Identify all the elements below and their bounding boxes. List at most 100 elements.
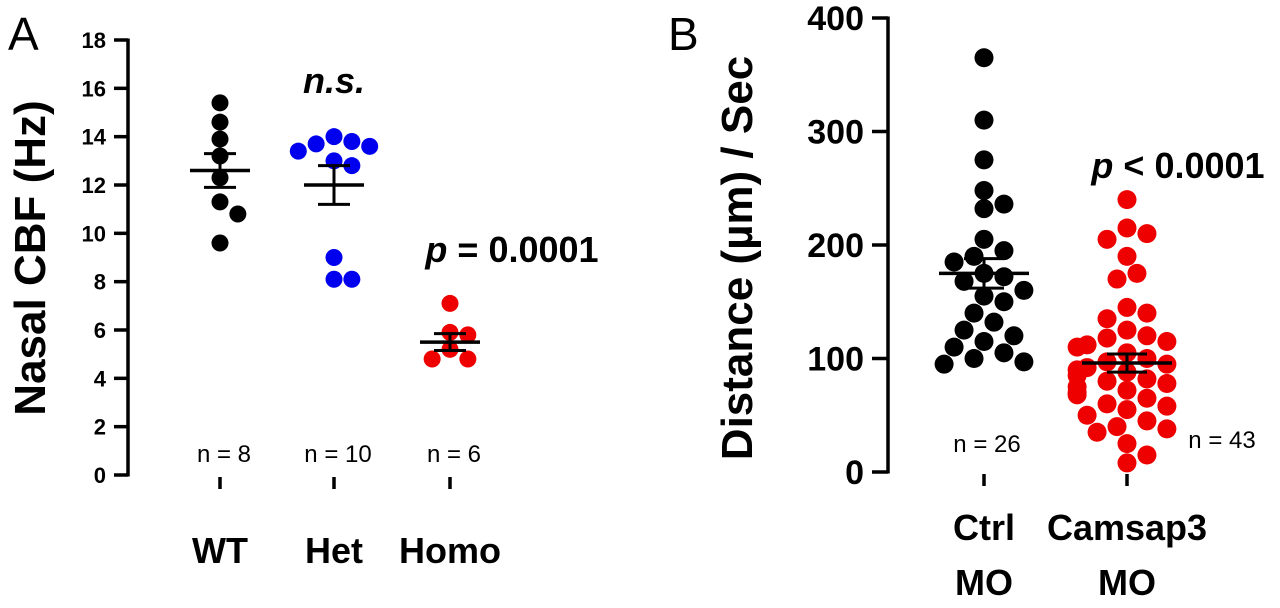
- data-point: [994, 292, 1014, 312]
- data-point: [1014, 352, 1034, 372]
- data-point: [944, 337, 964, 357]
- group-ctrl-mo: [934, 48, 1034, 374]
- data-point: [1087, 422, 1107, 442]
- data-point: [1157, 331, 1177, 351]
- data-point: [974, 331, 994, 351]
- y-tick-label: 2: [94, 415, 106, 440]
- data-point: [211, 234, 229, 252]
- data-point: [343, 270, 361, 288]
- data-point: [1117, 453, 1137, 473]
- data-point: [934, 354, 954, 374]
- data-point: [1117, 246, 1137, 266]
- x-category-label: Ctrl: [953, 507, 1015, 548]
- data-point: [1117, 297, 1137, 317]
- data-point: [1014, 280, 1034, 300]
- y-tick-label: 10: [82, 221, 106, 246]
- x-category-label: Homo: [399, 530, 501, 571]
- y-tick-label: 100: [807, 341, 864, 379]
- data-point: [361, 137, 379, 155]
- data-point: [1107, 269, 1127, 289]
- y-tick-label: 14: [82, 125, 107, 150]
- data-point: [974, 181, 994, 201]
- y-tick-label: 300: [807, 114, 864, 152]
- data-point: [1097, 328, 1117, 348]
- data-point: [1097, 229, 1117, 249]
- data-point: [1097, 394, 1117, 414]
- data-point: [211, 94, 229, 112]
- data-point: [325, 270, 343, 288]
- data-point: [1137, 388, 1157, 408]
- data-point: [229, 205, 247, 223]
- data-point: [964, 246, 984, 266]
- n-label: n = 6: [427, 441, 481, 468]
- n-label: n = 10: [304, 441, 371, 468]
- data-point: [289, 142, 307, 160]
- data-point: [1117, 190, 1137, 210]
- group-wt: [190, 94, 250, 252]
- n-label: n = 43: [1188, 427, 1255, 454]
- data-point: [954, 320, 974, 340]
- data-point: [459, 350, 477, 368]
- n-label: n = 26: [953, 431, 1020, 458]
- data-point: [974, 286, 994, 306]
- group-camsap3-mo: [1067, 190, 1177, 473]
- x-category-label: Het: [305, 530, 363, 571]
- data-point: [325, 128, 343, 146]
- data-point: [1137, 369, 1157, 389]
- data-point: [994, 343, 1014, 363]
- data-point: [325, 249, 343, 266]
- data-point: [1157, 396, 1177, 416]
- data-point: [211, 193, 229, 211]
- y-axis-label: Distance (µm) / Sec: [713, 56, 762, 460]
- y-tick-label: 6: [94, 318, 106, 343]
- data-point: [994, 241, 1014, 261]
- data-point: [954, 271, 974, 291]
- significance-label: p = 0.0001: [424, 229, 598, 270]
- significance-p: p: [424, 229, 447, 270]
- data-point: [441, 294, 459, 312]
- data-point: [1097, 371, 1117, 391]
- y-tick-label: 8: [94, 270, 106, 295]
- data-point: [1137, 411, 1157, 431]
- group-homo: [420, 294, 480, 368]
- y-axis-label: Nasal CBF (Hz): [6, 100, 55, 415]
- significance-p: p: [1090, 145, 1113, 186]
- data-point: [1117, 400, 1137, 420]
- significance-label: n.s.: [303, 60, 365, 101]
- x-category-label: MO: [955, 562, 1013, 603]
- data-point: [1117, 218, 1137, 238]
- data-point: [1157, 373, 1177, 393]
- data-point: [1107, 417, 1127, 437]
- y-tick-label: 0: [845, 454, 864, 492]
- data-point: [994, 267, 1014, 287]
- data-point: [974, 110, 994, 130]
- y-tick-label: 200: [807, 227, 864, 265]
- data-point: [1137, 349, 1157, 368]
- data-point: [1137, 224, 1157, 244]
- data-point: [423, 350, 441, 368]
- data-point: [343, 157, 361, 175]
- significance-label: p < 0.0001: [1090, 145, 1264, 186]
- data-point: [974, 229, 994, 249]
- data-point: [964, 349, 984, 368]
- data-point: [1097, 309, 1117, 329]
- data-point: [944, 252, 964, 272]
- data-point: [984, 312, 1004, 332]
- data-point: [211, 113, 229, 131]
- x-category-label: Camsap3: [1047, 507, 1207, 548]
- group-het: [289, 128, 379, 288]
- data-point: [1117, 320, 1137, 340]
- x-category-label: MO: [1098, 562, 1156, 603]
- y-tick-label: 16: [82, 76, 106, 101]
- y-tick-label: 12: [82, 173, 106, 198]
- data-point: [1157, 419, 1177, 439]
- data-point: [343, 133, 361, 150]
- data-point: [1004, 326, 1024, 346]
- data-point: [307, 135, 325, 153]
- y-tick-label: 400: [807, 0, 864, 38]
- significance-value: = 0.0001: [447, 229, 598, 270]
- data-point: [964, 303, 984, 323]
- y-tick-label: 18: [82, 28, 106, 53]
